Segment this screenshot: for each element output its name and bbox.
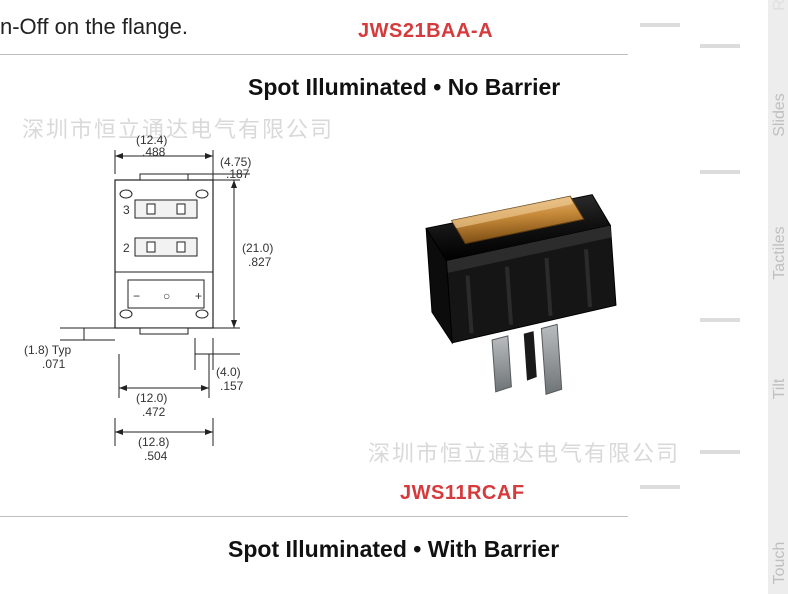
side-sep-2 [700,170,740,174]
side-tab-touch: Touch [771,533,788,593]
terminal-3: 3 [123,203,130,217]
polarity-plus: + [195,289,202,303]
side-sep-3 [700,318,740,322]
dim-21-0-in: .827 [248,255,272,269]
dim-12-4-in: .488 [142,145,166,159]
divider-mid [0,516,628,517]
side-sep-1 [700,44,740,48]
side-tab-tactiles: Tactiles [771,223,788,283]
dim-21-0-mm: (21.0) [242,241,273,255]
side-sep-4 [700,450,740,454]
dim-4-75-in: .187 [226,167,250,181]
part-number-mid: JWS11RCAF [400,482,525,505]
dim-12-0-in: .472 [142,405,166,419]
dim-1-8-mm: (1.8) Typ [24,343,71,357]
product-photo [380,150,620,410]
flange-note: n-Off on the flange. [0,14,188,40]
polarity-minus: − [133,289,140,303]
dim-12-8-mm: (12.8) [138,435,169,449]
side-sep-top [640,23,680,27]
dim-4-0-mm: (4.0) [216,365,241,379]
divider-top [0,54,628,55]
dim-12-8-in: .504 [144,449,168,463]
side-tab-slides: Slides [771,85,788,145]
terminal-2: 2 [123,241,130,255]
side-sep-mid2 [640,485,680,489]
heading-spot-no-barrier: Spot Illuminated • No Barrier [248,74,560,101]
side-tab-tilt: Tilt [771,359,788,419]
side-tab-r: R [771,0,788,35]
part-number-top: JWS21BAA-A [358,20,493,43]
heading-spot-with-barrier: Spot Illuminated • With Barrier [228,536,559,563]
watermark-2: 深圳市恒立通达电气有限公司 [368,436,680,468]
dim-4-0-in: .157 [220,379,244,393]
dim-12-0-mm: (12.0) [136,391,167,405]
dim-1-8-in: .071 [42,357,66,371]
polarity-circle: ○ [163,289,170,303]
technical-drawing: 3 2 − ○ + (12.4) .488 (4.75) .187 (21.0)… [20,130,300,470]
